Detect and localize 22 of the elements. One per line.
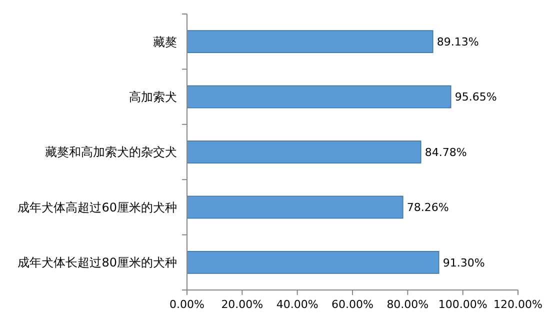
data-label: 95.65% (454, 90, 497, 104)
data-label: 78.26% (406, 201, 449, 214)
bar (186, 196, 404, 219)
x-tick-label: 40.00% (276, 298, 318, 311)
y-tick-label: 成年犬体高超过60厘米的犬种 (18, 200, 177, 214)
x-tick-label: 60.00% (332, 298, 374, 311)
y-tick-label: 藏獒 (153, 34, 177, 49)
bar (186, 250, 440, 274)
x-tick-label: 100.00% (438, 298, 488, 311)
y-tick-label: 成年犬体长超过80厘米的犬种 (18, 256, 177, 270)
bar (186, 30, 434, 54)
y-tick-label: 高加索犬 (129, 90, 177, 104)
data-label: 91.30% (442, 256, 485, 270)
bar (186, 85, 452, 108)
x-tick-label: 0.00% (170, 298, 204, 311)
bar (186, 140, 422, 164)
x-tick-label: 120.00% (494, 298, 542, 311)
data-label: 84.78% (424, 146, 467, 159)
x-tick-label: 20.00% (221, 298, 264, 311)
x-tick-label: 80.00% (386, 298, 429, 311)
y-tick-label: 藏獒和高加索犬的杂交犬 (45, 145, 177, 160)
data-label: 89.13% (436, 35, 479, 48)
